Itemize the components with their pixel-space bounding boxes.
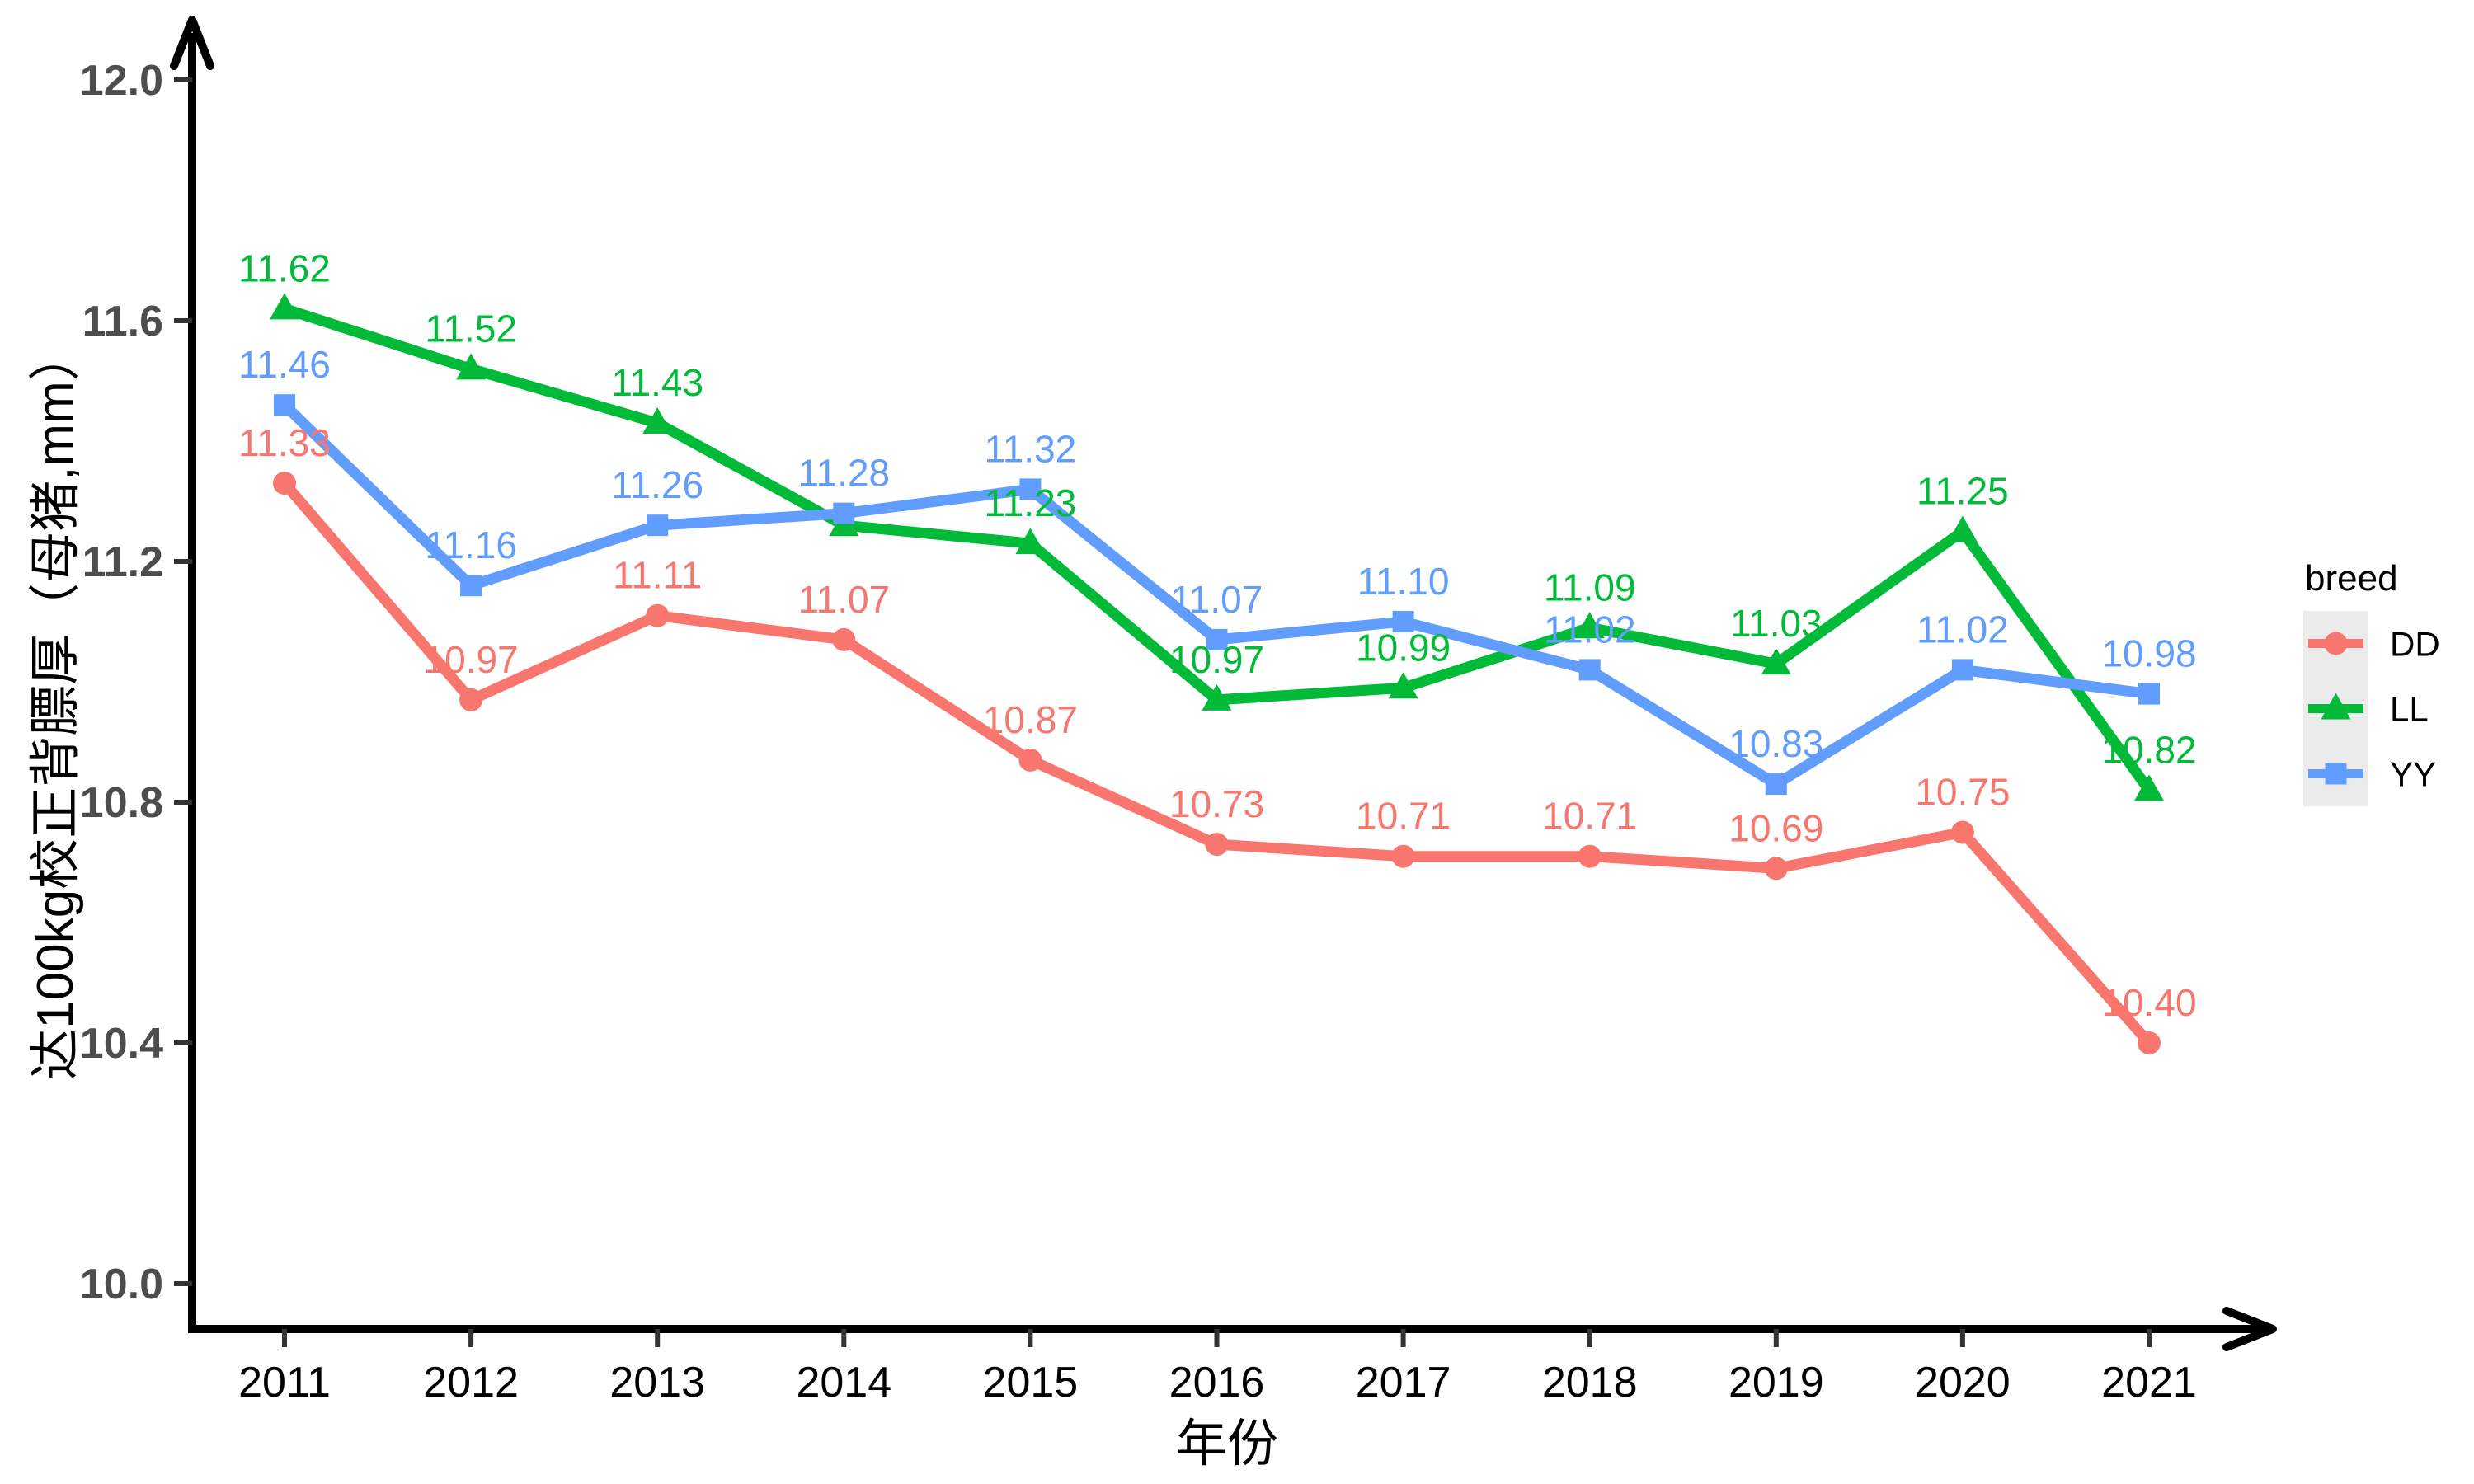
data-point-DD bbox=[1018, 748, 1042, 772]
data-point-YY bbox=[833, 502, 855, 524]
legend-swatch-LL bbox=[2321, 693, 2351, 720]
data-point-YY bbox=[1578, 659, 1601, 681]
data-label-YY: 10.98 bbox=[2101, 632, 2196, 675]
x-tick-label: 2017 bbox=[1356, 1359, 1451, 1407]
data-point-DD bbox=[2138, 1031, 2161, 1054]
x-tick-label: 2016 bbox=[1169, 1359, 1265, 1407]
data-label-YY: 11.02 bbox=[1544, 608, 1636, 650]
data-label-DD: 10.69 bbox=[1729, 806, 1823, 849]
y-tick-label: 11.6 bbox=[82, 298, 163, 345]
data-label-DD: 10.75 bbox=[1915, 771, 2010, 814]
data-label-DD: 10.73 bbox=[1169, 782, 1264, 825]
y-tick-label: 10.4 bbox=[80, 1020, 163, 1068]
data-label-DD: 10.40 bbox=[2101, 981, 2196, 1024]
x-tick-label: 2013 bbox=[609, 1359, 705, 1407]
x-tick-label: 2021 bbox=[2101, 1359, 2197, 1407]
data-point-LL bbox=[1947, 515, 1978, 542]
data-point-LL bbox=[642, 407, 673, 434]
data-point-LL bbox=[456, 353, 487, 380]
data-point-YY bbox=[1765, 773, 1787, 796]
data-point-LL bbox=[1202, 683, 1232, 711]
x-tick-label: 2012 bbox=[423, 1359, 519, 1407]
data-label-LL: 11.62 bbox=[238, 247, 331, 289]
y-tick-label: 11.2 bbox=[82, 538, 163, 586]
x-tick-label: 2015 bbox=[983, 1359, 1079, 1407]
data-label-DD: 10.71 bbox=[1542, 795, 1637, 838]
data-label-YY: 11.28 bbox=[797, 452, 890, 495]
data-label-LL: 10.82 bbox=[2101, 728, 2196, 771]
legend-label-DD: DD bbox=[2390, 625, 2440, 664]
data-point-YY bbox=[2138, 683, 2160, 705]
data-point-DD bbox=[1578, 844, 1602, 868]
data-label-LL: 10.97 bbox=[1169, 638, 1264, 681]
data-label-LL: 11.03 bbox=[1730, 602, 1823, 645]
data-label-YY: 10.83 bbox=[1729, 722, 1823, 765]
data-label-YY: 11.16 bbox=[425, 524, 517, 566]
data-label-LL: 11.25 bbox=[1917, 470, 2009, 513]
data-label-LL: 11.09 bbox=[1544, 566, 1636, 608]
data-label-DD: 11.11 bbox=[613, 554, 702, 597]
series-line-DD bbox=[280, 479, 2153, 1047]
data-point-YY bbox=[1206, 628, 1228, 650]
y-axis-title: 达100kg校正背膘厚（母猪,mm） bbox=[27, 330, 84, 1079]
data-label-DD: 10.71 bbox=[1356, 795, 1451, 838]
data-label-YY: 11.07 bbox=[1171, 578, 1263, 621]
data-point-YY bbox=[1019, 478, 1042, 500]
y-tick-label: 10.0 bbox=[80, 1261, 163, 1308]
data-point-DD bbox=[1205, 833, 1229, 857]
legend-label-YY: YY bbox=[2390, 755, 2436, 794]
data-label-LL: 11.43 bbox=[611, 361, 703, 404]
data-label-LL: 11.52 bbox=[425, 307, 517, 350]
x-tick-label: 2011 bbox=[238, 1359, 331, 1407]
x-tick-label: 2018 bbox=[1542, 1359, 1638, 1407]
series-points bbox=[270, 293, 2164, 1054]
data-point-YY bbox=[460, 575, 482, 597]
data-label-LL: 11.23 bbox=[985, 481, 1077, 524]
data-label-LL: 10.99 bbox=[1356, 626, 1451, 669]
data-point-DD bbox=[273, 472, 296, 495]
data-label-YY: 11.46 bbox=[238, 343, 331, 386]
x-tick-label: 2020 bbox=[1915, 1359, 2011, 1407]
series-labels: 11.33 10.97 11.11 11.07 10.87 10.73 10.71 10.71… bbox=[238, 247, 2196, 1024]
series-line-LL bbox=[283, 303, 2154, 794]
data-point-DD bbox=[1764, 857, 1788, 881]
data-label-DD: 10.87 bbox=[983, 698, 1078, 741]
data-point-DD bbox=[646, 603, 670, 627]
axes: 12.0 11.6 11.2 10.8 10.4 10.0 2011 2012 2013 2014… bbox=[80, 16, 2277, 1407]
data-point-YY bbox=[1392, 611, 1414, 632]
data-label-DD: 11.07 bbox=[797, 578, 890, 621]
data-point-YY bbox=[274, 394, 295, 416]
data-label-DD: 11.33 bbox=[238, 421, 331, 464]
data-point-LL bbox=[1015, 528, 1046, 555]
data-point-LL bbox=[1574, 612, 1605, 639]
legend-swatch-YY bbox=[2325, 763, 2347, 785]
data-point-LL bbox=[1388, 672, 1418, 699]
data-label-YY: 11.26 bbox=[611, 463, 703, 506]
data-point-DD bbox=[459, 688, 483, 711]
x-tick-label: 2014 bbox=[796, 1359, 891, 1407]
data-point-DD bbox=[832, 627, 856, 651]
data-point-DD bbox=[1950, 820, 1974, 844]
data-point-DD bbox=[1391, 844, 1415, 868]
x-axis-arrow bbox=[2222, 1307, 2277, 1351]
legend-title: breed bbox=[2305, 558, 2398, 599]
data-point-LL bbox=[1761, 648, 1791, 675]
y-axis-arrow bbox=[170, 16, 214, 70]
legend-swatch-DD bbox=[2324, 632, 2348, 655]
y-tick-label: 12.0 bbox=[80, 57, 163, 105]
x-tick-label: 2019 bbox=[1729, 1359, 1824, 1407]
x-axis-title: 年份 bbox=[1176, 1416, 1278, 1472]
y-tick-label: 10.8 bbox=[80, 779, 163, 827]
legend-label-LL: LL bbox=[2390, 690, 2429, 729]
data-label-DD: 10.97 bbox=[424, 638, 519, 681]
data-point-LL bbox=[2134, 774, 2164, 801]
data-label-YY: 11.02 bbox=[1917, 608, 2009, 650]
data-point-YY bbox=[647, 514, 669, 537]
data-point-YY bbox=[1951, 659, 1973, 681]
data-point-LL bbox=[270, 293, 299, 320]
data-label-YY: 11.32 bbox=[985, 427, 1077, 470]
legend: breed DD LL YY bbox=[2303, 558, 2440, 806]
data-label-YY: 11.10 bbox=[1357, 560, 1450, 603]
